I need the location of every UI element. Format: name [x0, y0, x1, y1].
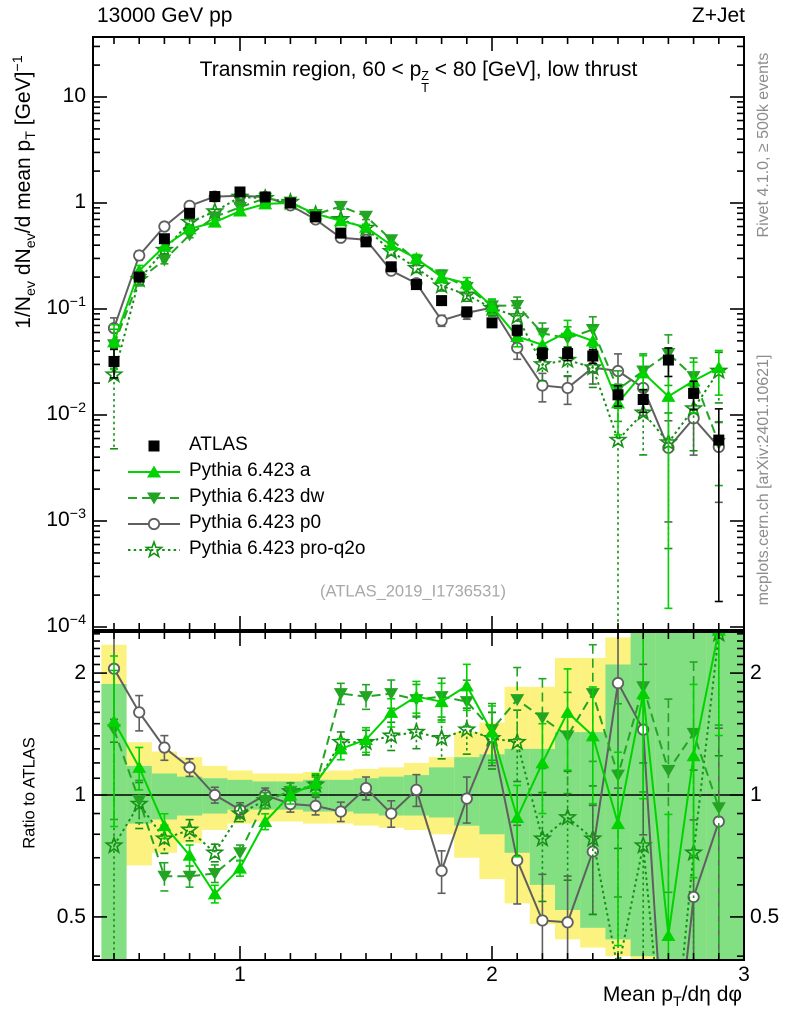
y-ratio-tick-label-right: 2 — [750, 661, 762, 685]
series-atlas — [108, 186, 725, 603]
x-tick-label: 2 — [486, 963, 498, 986]
band-green-bin — [479, 754, 505, 835]
x-tick-label: 1 — [234, 963, 246, 986]
y-main-tick-label: 10−4 — [46, 612, 86, 637]
band-green-bin — [706, 632, 744, 960]
y-ratio-tick-label-right: 0.5 — [750, 904, 780, 928]
header-beam-energy: 13000 GeV pp — [97, 4, 233, 27]
axes-frame — [92, 36, 745, 961]
band-green-bin — [429, 767, 455, 818]
legend-label-p0: Pythia 6.423 p0 — [189, 512, 322, 533]
series-a — [107, 632, 726, 960]
main-panel-series — [104, 186, 729, 630]
y-main-tick-label: 10−3 — [46, 506, 86, 531]
y-ratio-tick-label-left: 1 — [74, 783, 86, 806]
y-main-tick-label: 10−2 — [46, 400, 86, 425]
header-process: Z+Jet — [691, 4, 745, 27]
band-green-bin — [151, 773, 177, 820]
analysis-watermark: (ATLAS_2019_I1736531) — [320, 582, 506, 601]
band-green-bin — [177, 776, 203, 816]
ratio-uncertainty-bands — [101, 632, 744, 960]
x-axis-label: Mean pT/dη dφ — [602, 983, 742, 1010]
y-ratio-tick-label-right: 1 — [750, 783, 762, 806]
legend-label-dw: Pythia 6.423 dw — [189, 486, 325, 507]
side-note-mcplots: mcplots.cern.ch [arXiv:2401.10621] — [755, 354, 772, 606]
side-note-rivet: Rivet 4.1.0, ≥ 500k events — [755, 52, 772, 238]
y-ratio-tick-label-left: 0.5 — [56, 904, 86, 928]
legend-label-q2o: Pythia 6.423 pro-q2o — [189, 538, 366, 559]
legend-markers — [128, 440, 180, 559]
legend-label-atlas: ATLAS — [189, 434, 248, 455]
ratio-panel-series — [93, 632, 744, 960]
y-main-tick-label: 10−1 — [46, 294, 86, 319]
y-main-tick-label: 10 — [62, 84, 86, 107]
y-ratio-tick-label-left: 2 — [74, 661, 86, 685]
legend-label-a: Pythia 6.423 a — [189, 460, 311, 481]
y-main-tick-label: 1 — [74, 190, 86, 213]
x-tick-label: 3 — [738, 963, 750, 986]
